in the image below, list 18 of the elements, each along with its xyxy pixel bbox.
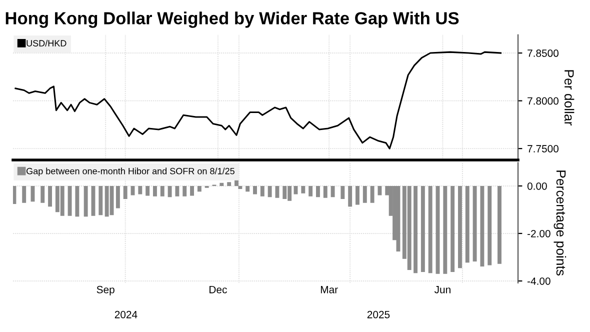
text: 2024 [114,310,138,318]
y-axis-title: Per dollar [564,70,574,126]
line-series [14,51,502,150]
y-tick-label: 7.8500 [528,50,558,57]
y-axis-title: Percentage points [554,170,566,276]
x-tick-label: Mar [320,286,338,294]
x-tick-label: Sep [96,286,114,296]
legend-label: Gap between one-month Hibor and SOFR on 8/1/25 [26,168,234,176]
y-tick-label: 7.7500 [528,145,558,152]
y-tick-label: 7.8000 [528,97,558,105]
text: 2025 [367,310,390,318]
x-tick-label: Dec [210,286,227,294]
y-tick-label: 0.00 [527,182,547,190]
chart-title: Hong Kong Dollar Weighed by Wider Rate Gap With US [6,12,459,28]
y-tick-label: -2.00 [528,230,550,238]
y-tick-label: -4.00 [528,277,550,285]
legend-label: USD/HKD [26,40,66,46]
x-tick-label: Jun [434,286,450,294]
